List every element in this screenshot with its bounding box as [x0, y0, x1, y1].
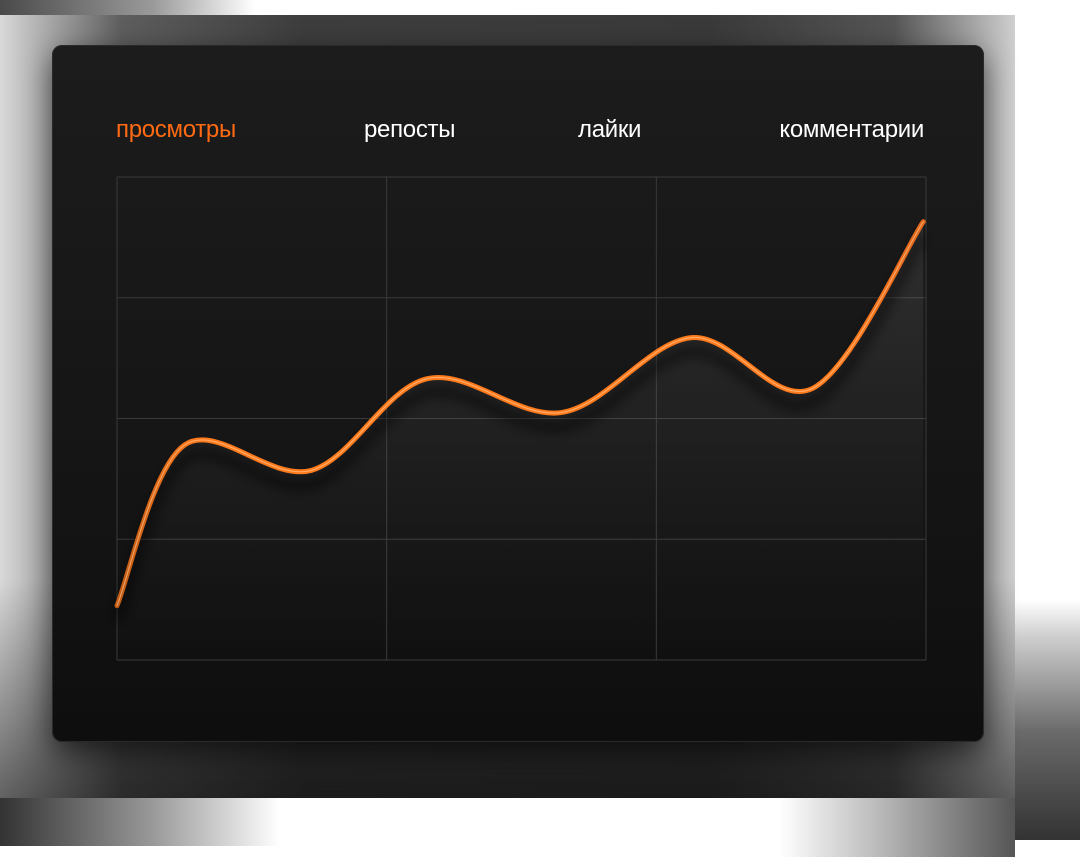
series-area	[117, 221, 924, 661]
tab-likes[interactable]: лайки	[578, 116, 642, 143]
backdrop-strip-bottom-left	[0, 798, 280, 846]
tab-comments[interactable]: комментарии	[779, 116, 924, 143]
series-line-highlight	[116, 221, 924, 607]
tab-reposts[interactable]: репосты	[364, 116, 456, 143]
series-line-shadow	[112, 232, 928, 622]
tab-views[interactable]: просмотры	[116, 116, 236, 143]
backdrop-strip-bottom-right	[780, 798, 1015, 857]
backdrop-strip-right	[1015, 600, 1080, 840]
